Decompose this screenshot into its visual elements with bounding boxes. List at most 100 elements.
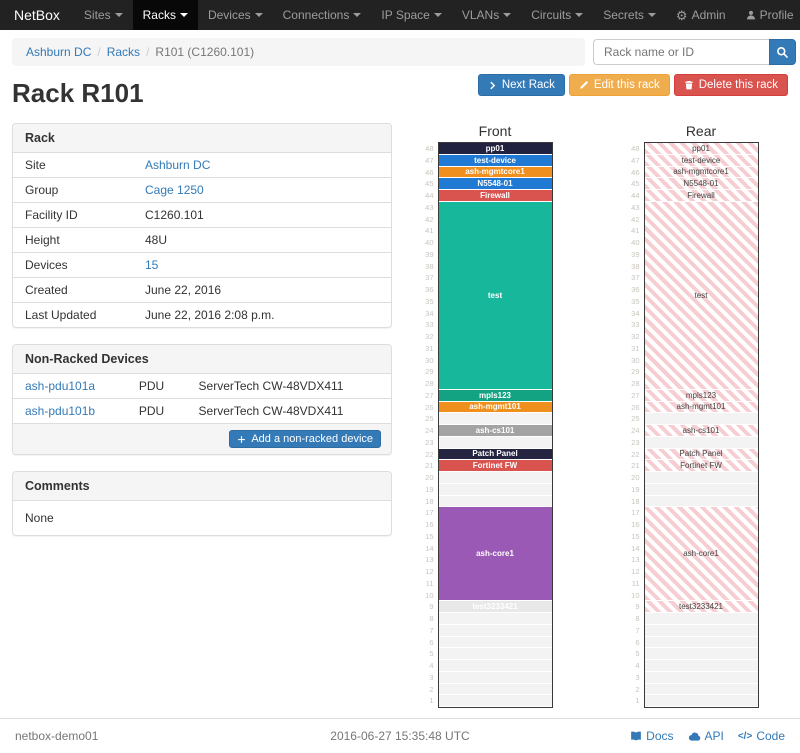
trash-icon [684,80,694,90]
unit-number: 33 [631,320,640,330]
device-fortinet-fw[interactable]: Fortinet FW [644,460,758,472]
empty-unit [438,495,552,508]
nav-item-devices[interactable]: Devices [198,0,273,30]
nav-item-label: Racks [142,8,176,22]
footer-link-label: Code [756,729,785,743]
comments-heading: Comments [13,472,391,501]
empty-unit [438,671,552,684]
attr-link-cage-1250[interactable]: Cage 1250 [145,183,204,197]
rack-attrs: Site Ashburn DC Group Cage 1250 Facility ID C… [13,153,391,327]
nav-item-vlans[interactable]: VLANs [452,0,521,30]
unit-number: 1 [429,696,434,706]
breadcrumb-item-ashburn-dc[interactable]: Ashburn DC [26,45,92,59]
unit-number: 20 [631,473,640,482]
device-mpls123[interactable]: mpls123 [438,389,552,402]
caret-down-icon [503,13,512,17]
device-firewall[interactable]: Firewall [438,190,552,202]
unit-number: 25 [631,414,640,424]
device-ash-core1[interactable]: ash-core1 [644,507,758,602]
unit-number: 13 [425,555,434,565]
device-link-ash-pdu101a[interactable]: ash-pdu101a [25,379,96,393]
nav-item-label: Circuits [531,8,572,22]
nav-admin[interactable]: ⚙ Admin [666,0,736,30]
empty-unit [644,648,758,660]
device-ash-cs101[interactable]: ash-cs101 [438,425,552,437]
empty-unit [438,636,552,649]
user-icon [746,10,756,20]
device-n5548-01[interactable]: N5548-01 [438,178,552,190]
device-pp01[interactable]: pp01 [438,143,552,155]
nav-profile[interactable]: Profile [736,0,800,30]
device-link-ash-pdu101b[interactable]: ash-pdu101b [25,404,96,418]
code-icon: </> [737,730,753,742]
breadcrumb: Ashburn DC / Racks / R101 (C1260.101) [12,38,585,66]
non-racked-row: ash-pdu101a PDU ServerTech CW-48VDX411 [13,374,391,399]
empty-unit [438,413,552,425]
device-test-device[interactable]: test-device [438,154,552,167]
unit-number: 32 [631,332,640,341]
nav-item-circuits[interactable]: Circuits [521,0,593,30]
device-patch-panel[interactable]: Patch Panel [438,448,552,461]
device-mpls123[interactable]: mpls123 [644,389,758,402]
footer-link-code[interactable]: </> Code [738,729,785,743]
search-input[interactable] [593,39,769,65]
breadcrumb-item-r101-c1260-101: R101 (C1260.101) [155,45,255,59]
empty-unit [644,472,758,484]
empty-unit [644,695,758,707]
device-ash-cs101[interactable]: ash-cs101 [644,425,758,437]
device-role: PDU [138,379,165,393]
nav-item-secrets[interactable]: Secrets [593,0,666,30]
unit-number: 47 [425,155,434,165]
breadcrumb-item-racks[interactable]: Racks [106,45,141,59]
unit-number: 3 [635,672,640,682]
unit-number: 9 [635,602,640,612]
attr-value: June 22, 2016 [133,277,391,303]
footer-link-docs[interactable]: Docs [630,729,674,743]
main-area: Rack Site Ashburn DC Group Cage 1250 Facilit… [12,123,788,708]
device-n5548-01[interactable]: N5548-01 [644,178,758,190]
empty-unit [438,695,552,707]
device-ash-mgmt101[interactable]: ash-mgmt101 [438,401,552,414]
non-racked-row: ash-pdu101b PDU ServerTech CW-48VDX411 [13,398,391,423]
rack-attr-row: Facility ID C1260.101 [13,202,391,228]
unit-number: 23 [631,437,640,447]
nav-item-sites[interactable]: Sites [74,0,133,30]
footer-link-api[interactable]: API [688,729,724,743]
nav-item-racks[interactable]: Racks [132,0,198,30]
empty-unit [644,660,758,672]
unit-number: 14 [631,543,640,553]
nav-item-connections[interactable]: Connections [273,0,372,30]
device-ash-mgmtcore1[interactable]: ash-mgmtcore1 [438,166,552,179]
add-non-racked-device-button[interactable]: Add a non-racked device [229,430,381,448]
empty-unit [644,436,758,449]
search-button[interactable] [769,39,796,65]
device-test3233421[interactable]: test3233421 [644,601,758,613]
non-racked-panel: Non-Racked Devices ash-pdu101a PDU ServerT… [12,344,392,455]
device-test-device[interactable]: test-device [644,154,758,167]
unit-number: 34 [425,308,434,318]
app-logo[interactable]: NetBox [14,7,60,23]
device-ash-core1[interactable]: ash-core1 [438,507,552,602]
next-rack-label: Next Rack [501,79,555,91]
navbar-items: Sites Racks Devices Connections IP Space VLAN… [74,0,666,30]
device-test3233421[interactable]: test3233421 [438,601,552,613]
attr-link-15[interactable]: 15 [145,258,159,272]
device-fortinet-fw[interactable]: Fortinet FW [438,460,552,472]
delete-rack-button[interactable]: Delete this rack [673,74,788,96]
unit-number: 22 [631,449,640,459]
device-test[interactable]: test [644,201,758,390]
device-pp01[interactable]: pp01 [644,143,758,155]
next-rack-button[interactable]: Next Rack [477,74,565,96]
edit-rack-button[interactable]: Edit this rack [568,74,670,96]
caret-down-icon [114,13,123,17]
nav-item-ip-space[interactable]: IP Space [371,0,451,30]
attr-link-ashburn-dc[interactable]: Ashburn DC [145,158,211,172]
device-ash-mgmtcore1[interactable]: ash-mgmtcore1 [644,166,758,179]
device-patch-panel[interactable]: Patch Panel [644,448,758,461]
device-test[interactable]: test [438,201,552,390]
unit-number: 6 [429,637,434,647]
device-ash-mgmt101[interactable]: ash-mgmt101 [644,401,758,414]
device-firewall[interactable]: Firewall [644,190,758,202]
unit-number: 4 [429,661,434,670]
breadcrumb-separator: / [97,45,101,59]
